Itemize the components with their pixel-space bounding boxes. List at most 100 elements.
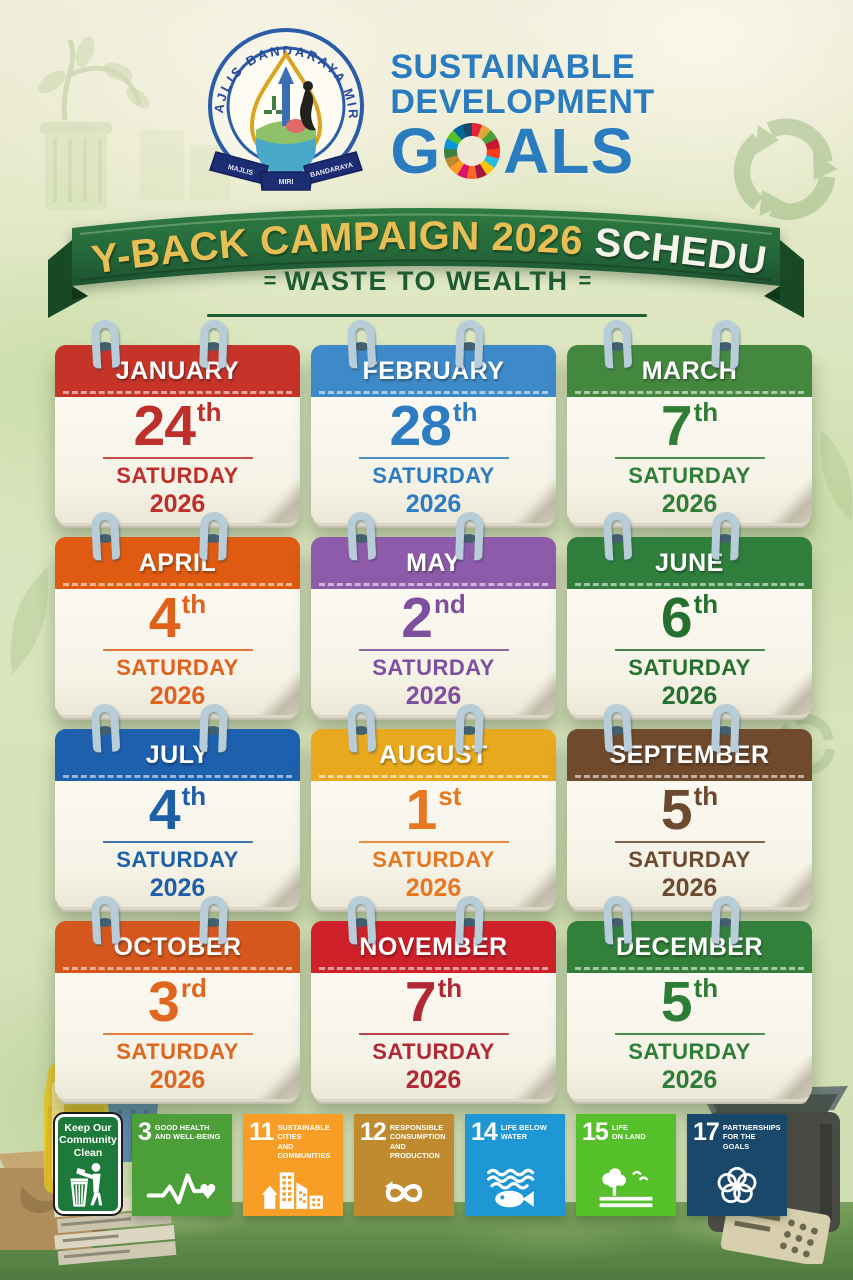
binder-hole [461, 534, 477, 543]
binder-hole [205, 726, 221, 735]
perforation-dashes [575, 391, 804, 394]
binder-hole [97, 534, 113, 543]
ribbon-tails [48, 240, 804, 318]
date-ordinal: th [693, 589, 719, 619]
binder-ring-icon [90, 511, 121, 561]
year-label: 2026 [661, 490, 718, 518]
perforation-dashes [575, 775, 804, 778]
date-ordinal: th [181, 781, 207, 811]
month-header: SEPTEMBER [567, 729, 812, 781]
binder-hole [353, 342, 369, 351]
fish-waves-icon [487, 1168, 535, 1208]
binder-ring-icon [199, 703, 228, 753]
sdg-card-3: 3 GOOD HEALTH AND WELL-BEING [132, 1114, 232, 1216]
binder-ring-icon [199, 895, 228, 945]
wordmark-line-2: DEVELOPMENT [390, 83, 655, 122]
sign-line-3: Clean [73, 1146, 103, 1159]
month-calendar-card: MARCH 7th SATURDAY 2026 [567, 319, 812, 523]
month-header: APRIL [55, 537, 300, 589]
date-ordinal: th [437, 973, 463, 1003]
year-label: 2026 [661, 874, 718, 902]
goals-suffix: ALS [503, 114, 635, 187]
month-header: MAY [311, 537, 556, 589]
date-divider [614, 1033, 765, 1035]
binder-ring-icon [455, 703, 484, 753]
month-header: NOVEMBER [311, 921, 556, 973]
sdg-number: 3 [138, 1118, 152, 1146]
binder-ring-icon [346, 319, 377, 369]
binder-ring-icon [346, 703, 377, 753]
year-label: 2026 [405, 490, 462, 518]
month-body: 1st SATURDAY 2026 [311, 781, 556, 907]
date-number: 24 [133, 397, 196, 458]
month-calendar-card: JUNE 6th SATURDAY 2026 [567, 511, 812, 715]
month-calendar-card: AUGUST 1st SATURDAY 2026 [311, 703, 556, 907]
month-body: 7th SATURDAY 2026 [311, 973, 556, 1099]
month-body: 28th SATURDAY 2026 [311, 397, 556, 523]
sign-line-1: Keep Our [64, 1122, 112, 1134]
month-name: AUGUST [379, 740, 488, 769]
month-calendar-card: MAY 2nd SATURDAY 2026 [311, 511, 556, 715]
month-calendar-card: JANUARY 24th SATURDAY 2026 [55, 319, 300, 523]
date-line: 7th [311, 974, 556, 1031]
sdg-label: GOOD HEALTH AND WELL-BEING [154, 1123, 221, 1142]
date-number: 5 [660, 973, 693, 1034]
binder-hole [353, 918, 369, 927]
perforation-dashes [63, 391, 292, 394]
date-number: 28 [389, 397, 452, 458]
date-line: 28th [311, 398, 556, 455]
binder-ring-icon [711, 511, 740, 561]
date-number: 6 [660, 589, 693, 650]
sdg-card-17: 17 PARTNERSHIPS FOR THE GOALS [687, 1114, 787, 1216]
binder-ring-icon [199, 319, 228, 369]
date-ordinal: th [693, 397, 719, 427]
weekday-label: SATURDAY [628, 463, 751, 488]
perforation-dashes [575, 967, 804, 970]
perforation-dashes [319, 583, 548, 586]
month-header: JUNE [567, 537, 812, 589]
date-number: 7 [660, 397, 693, 458]
binder-ring-icon [455, 511, 484, 561]
date-ordinal: nd [433, 589, 466, 619]
weekday-label: SATURDAY [628, 655, 751, 680]
year-label: 2026 [405, 682, 462, 710]
sdg-card-15: 15 LIFE ON LAND [576, 1114, 676, 1216]
campaign-ribbon: BUY-BACK CAMPAIGN 2026 SCHEDULE [46, 194, 804, 318]
month-calendar-card: SEPTEMBER 5th SATURDAY 2026 [567, 703, 812, 907]
month-header: JANUARY [55, 345, 300, 397]
sign-line-2: Community [59, 1134, 117, 1147]
sdg-number: 15 [582, 1118, 609, 1146]
interlocking-rings-icon [717, 1166, 757, 1204]
binder-ring-icon [455, 319, 484, 369]
binder-hole [461, 726, 477, 735]
date-line: 6th [567, 590, 812, 647]
date-line: 3rd [55, 974, 300, 1031]
perforation-dashes [63, 583, 292, 586]
date-line: 4th [55, 782, 300, 839]
weekday-label: SATURDAY [116, 655, 239, 680]
weekday-label: SATURDAY [116, 847, 239, 872]
perforation-dashes [319, 967, 548, 970]
date-divider [102, 649, 253, 651]
month-header: JULY [55, 729, 300, 781]
month-body: 5th SATURDAY 2026 [567, 781, 812, 907]
date-divider [358, 457, 509, 459]
weekday-label: SATURDAY [372, 655, 495, 680]
year-label: 2026 [405, 874, 462, 902]
perforation-dashes [319, 391, 548, 394]
perforation-dashes [63, 967, 292, 970]
date-line: 5th [567, 974, 812, 1031]
year-label: 2026 [149, 490, 206, 518]
binder-ring-icon [602, 511, 633, 561]
binder-hole [205, 918, 221, 927]
date-line: 5th [567, 782, 812, 839]
month-body: 5th SATURDAY 2026 [567, 973, 812, 1099]
date-line: 24th [55, 398, 300, 455]
sdg-label: SUSTAINABLE CITIES AND COMMUNITIES [277, 1123, 331, 1161]
sdg-wheel-icon [444, 123, 501, 180]
date-number: 5 [660, 781, 693, 842]
sdg-number: 11 [249, 1118, 274, 1146]
month-name: APRIL [138, 548, 217, 577]
month-header: OCTOBER [55, 921, 300, 973]
date-ordinal: th [181, 589, 207, 619]
